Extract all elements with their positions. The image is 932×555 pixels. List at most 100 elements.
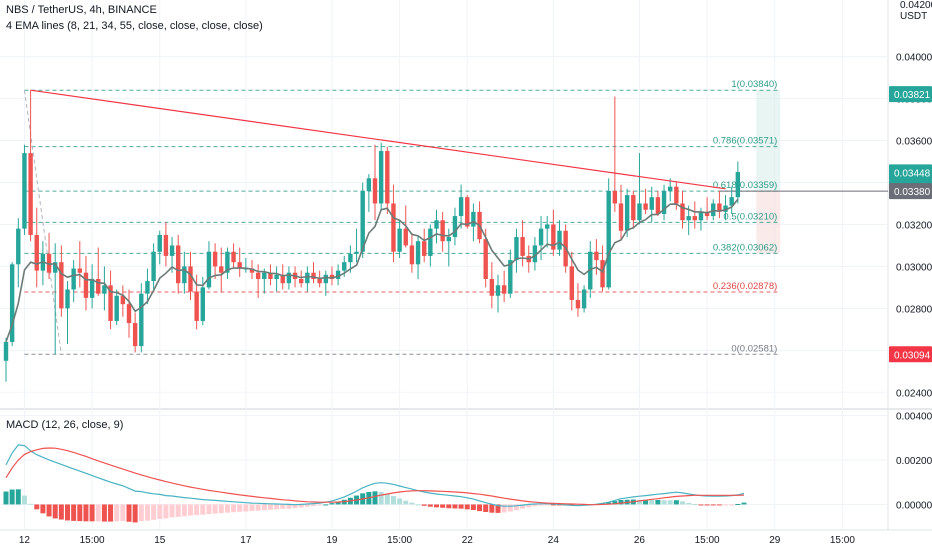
macd-histogram-bar bbox=[427, 504, 433, 507]
macd-histogram-bar bbox=[212, 504, 218, 514]
macd-histogram-bar bbox=[83, 504, 89, 522]
candle-up bbox=[378, 151, 384, 204]
candle-down bbox=[77, 268, 82, 273]
candle-up bbox=[274, 274, 279, 279]
candle-up bbox=[624, 195, 630, 231]
candle-up bbox=[348, 253, 353, 263]
candle-up bbox=[53, 262, 58, 273]
signal-line bbox=[5, 447, 745, 506]
candle-down bbox=[594, 251, 599, 261]
candle-up bbox=[151, 251, 156, 282]
macd-histogram-bar bbox=[28, 503, 34, 505]
candle-down bbox=[34, 234, 39, 271]
candle-up bbox=[606, 190, 611, 288]
macd-histogram-bar bbox=[667, 500, 673, 505]
candle-up bbox=[588, 251, 593, 290]
time-axis[interactable]: 12 15:00 15 17 19 15:00 22 24 26 15:00 29 15:00 bbox=[19, 535, 855, 546]
fib-level-label: 0.5(0.03210) bbox=[723, 211, 777, 222]
candle-down bbox=[108, 285, 113, 321]
macd-histogram-bar bbox=[58, 504, 64, 520]
candle-up bbox=[532, 245, 538, 263]
candle-up bbox=[305, 272, 310, 284]
macd-histogram-bar bbox=[495, 504, 501, 513]
fibonacci-retracement[interactable]: 1(0.03840) 0.786(0.03571) 0.618(0.03359) 0.… bbox=[23, 79, 888, 355]
macd-histogram-bar bbox=[741, 502, 747, 505]
candle-down bbox=[403, 228, 408, 246]
macd-histogram-bar bbox=[735, 504, 741, 505]
macd-histogram-bar bbox=[243, 504, 249, 512]
candle-down bbox=[631, 195, 636, 221]
candle-down bbox=[483, 239, 488, 279]
macd-histogram-bar bbox=[255, 504, 261, 511]
macd-histogram-bar bbox=[101, 504, 107, 522]
candle-up bbox=[206, 251, 212, 288]
ema-line bbox=[5, 198, 739, 343]
macd-histogram-bar bbox=[200, 504, 206, 515]
macd-histogram-bar bbox=[636, 499, 642, 505]
candle-down bbox=[212, 251, 218, 267]
macd-histogram-bar bbox=[108, 504, 114, 522]
macd-histogram-bar bbox=[206, 504, 212, 514]
macd-histogram-bar bbox=[126, 504, 132, 522]
price-tick-label: 0.04000 bbox=[896, 53, 932, 64]
fib-level-label: 0.618(0.03359) bbox=[713, 180, 777, 191]
candle-up bbox=[452, 216, 458, 238]
macd-histogram-bar bbox=[723, 504, 729, 506]
fib-level-label: 0(0.02581) bbox=[731, 343, 777, 354]
macd-histogram-bar bbox=[421, 504, 427, 506]
candle-up bbox=[415, 241, 421, 265]
currency-code: USDT bbox=[900, 11, 928, 22]
candle-up bbox=[698, 211, 704, 221]
macd-histogram-bar bbox=[237, 504, 243, 512]
macd-tick-label: 0.00400 bbox=[896, 412, 932, 423]
candle-down bbox=[249, 268, 255, 273]
macd-legend[interactable]: MACD (12, 26, close, 9) bbox=[6, 419, 124, 431]
macd-histogram-bar bbox=[434, 504, 439, 508]
candle-up bbox=[397, 228, 402, 252]
price-tag-label: 0.03380 bbox=[894, 187, 931, 198]
overlay-lines[interactable] bbox=[5, 89, 739, 343]
candle-down bbox=[391, 203, 396, 252]
macd-histogram-bar bbox=[163, 504, 169, 519]
candle-up bbox=[182, 266, 187, 284]
ema-legend[interactable]: 4 EMA lines (8, 21, 34, 55, close, close… bbox=[6, 20, 263, 32]
fib-target-zone bbox=[756, 90, 781, 192]
macd-histogram-bar bbox=[40, 504, 46, 514]
candle-up bbox=[434, 220, 439, 229]
macd-histogram-bar bbox=[397, 498, 403, 505]
macd-histogram-bar bbox=[65, 504, 70, 521]
candle-up bbox=[661, 190, 667, 214]
macd-histogram-bar bbox=[673, 500, 679, 505]
candle-down bbox=[551, 224, 556, 250]
price-tag bbox=[889, 164, 932, 181]
macd-histogram-bar bbox=[686, 502, 692, 505]
macd-histogram-bar bbox=[89, 504, 95, 522]
macd-histogram-bar bbox=[21, 495, 27, 505]
candle-up bbox=[649, 197, 654, 210]
candle-down bbox=[409, 245, 415, 265]
symbol-legend[interactable]: NBS / TetherUS, 4h, BINANCE bbox=[6, 4, 157, 16]
candle-up bbox=[538, 228, 544, 246]
candle-down bbox=[643, 203, 648, 210]
candle-down bbox=[569, 266, 574, 300]
candle-up bbox=[668, 186, 673, 191]
candle-down bbox=[163, 234, 169, 256]
macd-histogram-bar bbox=[501, 504, 507, 513]
fib-level-label: 0.236(0.02878) bbox=[713, 281, 777, 292]
macd-histogram-bar bbox=[458, 504, 464, 509]
candle-up bbox=[16, 228, 21, 265]
fib-level-label: 1(0.03840) bbox=[731, 79, 777, 90]
candle-down bbox=[317, 278, 322, 284]
candle-up bbox=[65, 289, 70, 309]
macd-histogram-bar bbox=[704, 504, 710, 506]
candle-down bbox=[96, 278, 101, 294]
macd-histogram-bar bbox=[9, 489, 15, 505]
price-tag bbox=[889, 183, 932, 200]
macd-histogram-bar bbox=[267, 504, 273, 510]
macd-histogram-bar bbox=[390, 496, 396, 505]
price-tag bbox=[889, 346, 932, 363]
